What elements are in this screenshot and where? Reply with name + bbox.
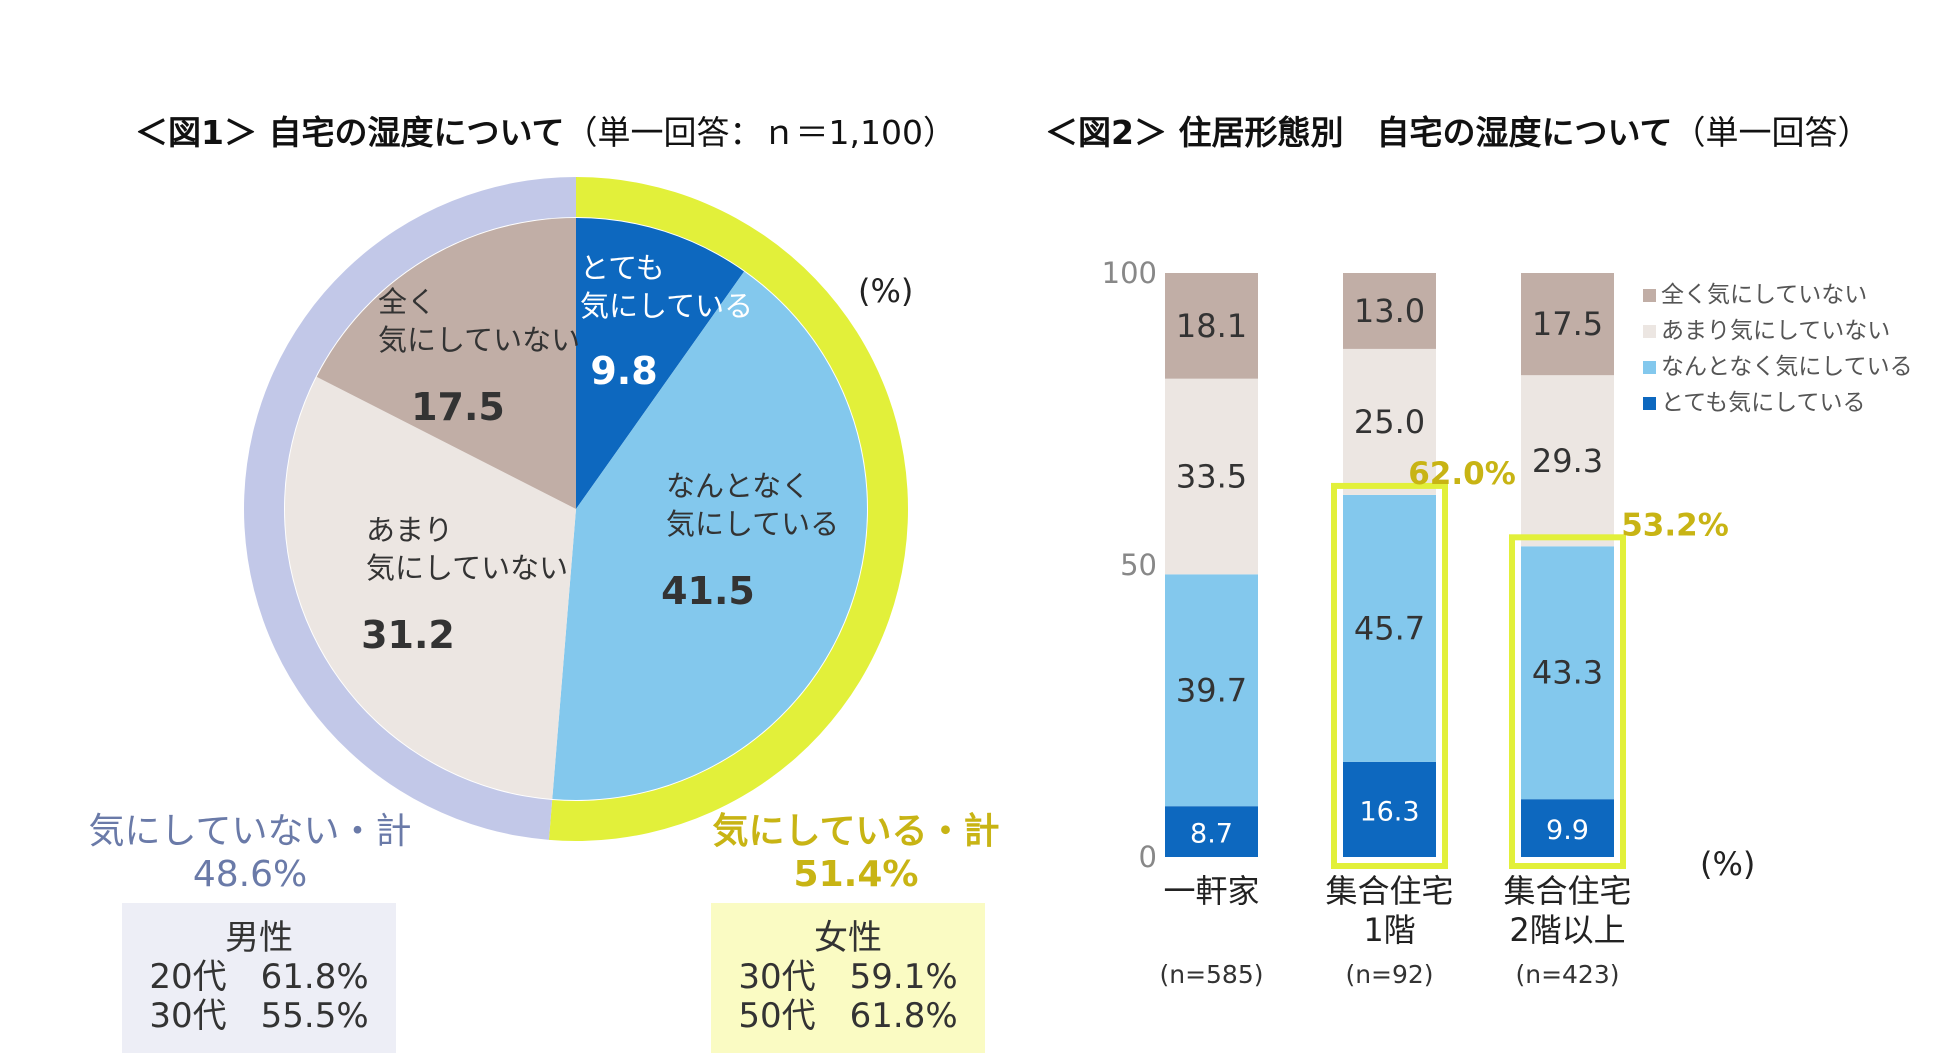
bar-value-label: 39.7 (1176, 671, 1247, 709)
male-box-title: 男性 (225, 918, 293, 958)
bar-segment (1343, 761, 1436, 857)
female-box-row: 50代 61.8% (738, 996, 958, 1036)
category-label: 集合住宅 (1503, 872, 1631, 910)
figure2-title: ＜図2＞ 住居形態別 自宅の湿度について（単一回答） (1045, 106, 1870, 154)
bar-value-label: 8.7 (1190, 819, 1233, 850)
category-label: 1階 (1363, 911, 1415, 949)
bar-segment (1343, 348, 1436, 495)
legend-label: あまり気にしていない (1661, 318, 1890, 344)
pie-slice-label: 全く (378, 285, 436, 319)
female-box-row: 30代 59.1% (738, 957, 958, 997)
bar-value-label: 17.5 (1532, 305, 1603, 343)
care-total-value: 51.4% (794, 854, 919, 895)
bar-value-label: 13.0 (1354, 292, 1425, 330)
bar-value-label: 33.5 (1176, 458, 1247, 496)
bar-value-label: 18.1 (1176, 307, 1247, 345)
y-tick-label: 100 (1102, 256, 1157, 290)
highlight-label: 53.2% (1621, 507, 1729, 543)
pie-slice-label: なんとなく (666, 469, 810, 503)
pie-slice-label: とても (580, 251, 665, 285)
figure2-title-main: ＜図2＞ 住居形態別 自宅の湿度について (1045, 113, 1673, 152)
category-label: 一軒家 (1163, 872, 1259, 910)
figure2-title-sub: （単一回答） (1672, 113, 1871, 152)
stacked-bar-chart: 0 50 100 8.7 39.7 33.5 18.1 一軒家 (n=585) 16.3 45.7 2… (1102, 256, 1729, 989)
bar-segment (1165, 574, 1258, 807)
category-n-label: (n=423) (1515, 960, 1619, 989)
bar-value-label: 45.7 (1354, 609, 1425, 647)
y-tick-label: 0 (1139, 840, 1157, 874)
bar-value-label: 43.3 (1532, 654, 1603, 692)
not-care-total-label: 気にしていない・計 (89, 811, 412, 852)
pie-slice (284, 376, 576, 800)
pie-slice-value: 31.2 (361, 613, 455, 657)
category-label: 2階以上 (1509, 911, 1625, 949)
bar-value-label: 16.3 (1359, 796, 1419, 827)
pie-slice (552, 271, 867, 800)
pie-slice-label: 気にしていない (378, 323, 580, 357)
legend-swatch (1643, 289, 1656, 302)
legend-label: とても気にしている (1661, 390, 1865, 416)
care-total-label: 気にしている・計 (713, 811, 1000, 852)
not-care-total-ring (244, 177, 576, 840)
pie-slice-label: 気にしている (666, 507, 839, 541)
female-breakdown-box: 女性 30代 59.1% 50代 61.8% (711, 903, 985, 1053)
bar-segment (1343, 273, 1436, 349)
bar-segment (1521, 546, 1614, 800)
pie-slice (576, 218, 745, 509)
bar-segment (1521, 799, 1614, 857)
figure1-title-sub: （単一回答：ｎ＝1,100） (564, 113, 956, 152)
pie-slice-value: 9.8 (590, 349, 657, 393)
female-box-title: 女性 (814, 918, 882, 958)
figure1-title-main: ＜図1＞ 自宅の湿度について (135, 113, 565, 152)
pie-slice (316, 218, 576, 509)
male-breakdown-box: 男性 20代 61.8% 30代 55.5% (122, 903, 396, 1053)
male-box-row: 30代 55.5% (149, 996, 369, 1036)
legend-label: 全く気にしていない (1661, 282, 1867, 308)
bar-segment (1165, 273, 1258, 379)
pie-slice-value: 41.5 (661, 569, 755, 613)
bar-unit-label: (%) (1700, 845, 1755, 883)
highlight-box (1509, 534, 1626, 869)
category-n-label: (n=92) (1345, 960, 1433, 989)
legend-swatch (1643, 361, 1656, 374)
pie-slice-label: 気にしていない (366, 551, 568, 585)
care-total-ring (548, 177, 909, 841)
figure1-title: ＜図1＞ 自宅の湿度について（単一回答：ｎ＝1,100） (135, 106, 956, 154)
bar-segment (1521, 273, 1614, 376)
pie-slice-value: 17.5 (411, 385, 505, 429)
bar-value-label: 9.9 (1546, 815, 1589, 846)
pie-unit-label: (%) (858, 272, 913, 310)
bar-value-label: 25.0 (1354, 403, 1425, 441)
pie-chart: とても気にしている9.8なんとなく気にしている41.5あまり気にしていない31.… (244, 177, 909, 841)
legend-swatch (1643, 325, 1656, 338)
not-care-total-value: 48.6% (193, 854, 307, 895)
legend-swatch (1643, 397, 1656, 410)
male-box-row: 20代 61.8% (149, 957, 369, 997)
bar-value-label: 29.3 (1532, 442, 1603, 480)
bar-segment (1343, 494, 1436, 762)
pie-slice-label: 気にしている (580, 289, 753, 323)
bar-segment (1521, 375, 1614, 547)
category-n-label: (n=585) (1159, 960, 1263, 989)
y-tick-label: 50 (1120, 548, 1157, 582)
legend-label: なんとなく気にしている (1661, 354, 1913, 380)
bar-segment (1165, 806, 1258, 857)
category-label: 集合住宅 (1325, 872, 1453, 910)
highlight-label: 62.0% (1408, 456, 1516, 492)
highlight-box (1331, 482, 1448, 869)
pie-slice-label: あまり (366, 513, 453, 547)
bar-segment (1165, 378, 1258, 575)
